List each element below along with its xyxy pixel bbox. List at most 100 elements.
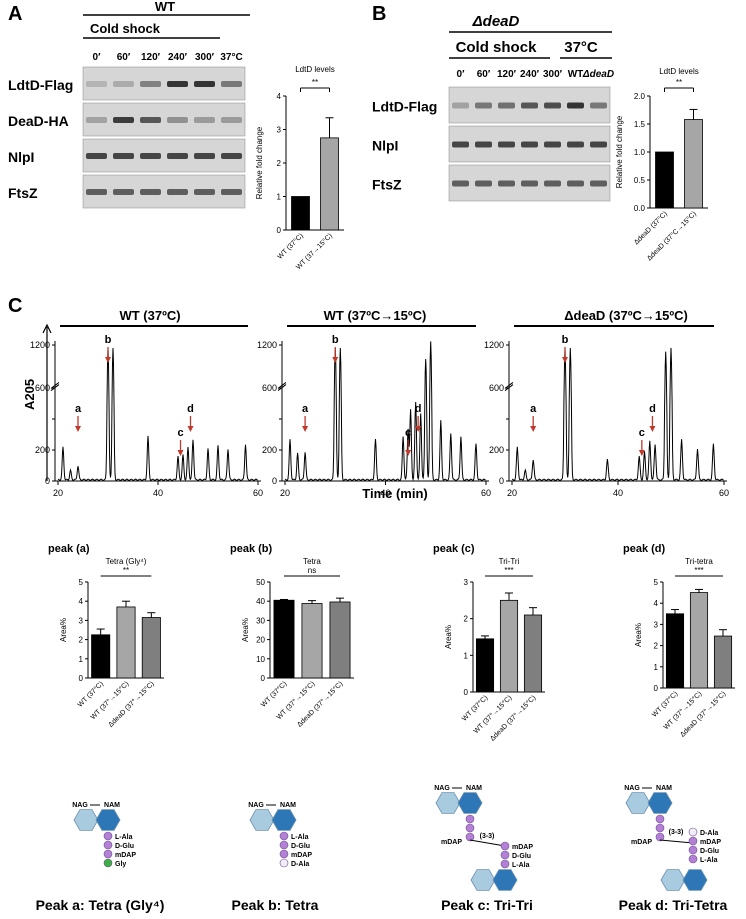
- y-tick-label: 1200: [30, 340, 50, 350]
- significance-label: **: [123, 566, 129, 575]
- nag-label: NAG: [72, 802, 88, 809]
- y-tick-label: 0: [464, 688, 469, 697]
- y-tick-label: 1200: [257, 340, 277, 350]
- peak-arrow-head: [75, 426, 81, 432]
- x-tick-label: 40: [153, 488, 163, 498]
- amino-acid-label: D-Glu: [115, 843, 134, 850]
- nag-sugar: [249, 809, 275, 831]
- bar: [273, 599, 295, 679]
- axis-break: [504, 382, 514, 391]
- lane-label: 60′: [117, 52, 131, 63]
- nag-label: NAG: [248, 802, 264, 809]
- chromatogram-trace: [284, 341, 486, 482]
- bar: [689, 592, 709, 689]
- nag-sugar: [660, 869, 686, 891]
- lane-label: 300′: [195, 52, 215, 63]
- blot-band: [86, 117, 107, 123]
- x-tick-label: 60: [481, 488, 491, 498]
- axis-break: [277, 382, 287, 391]
- chart-title: Tri-Tri: [499, 557, 520, 566]
- peak-label: d: [187, 403, 194, 415]
- blot-band: [194, 153, 215, 159]
- blot-band: [544, 141, 561, 148]
- amino-acid-label: Gly: [115, 861, 126, 868]
- nam-label: NAM: [466, 785, 482, 792]
- y-tick-label: 200: [35, 445, 50, 455]
- panel-b-blot-rows: LdtD-Flag NlpI FtsZ: [372, 86, 611, 202]
- x-tick-label: 40: [380, 488, 390, 498]
- blot-strip: [82, 66, 246, 101]
- caption-peak-a: Peak a: Tetra (Gly⁴): [36, 897, 165, 913]
- lane-label: 240′: [168, 52, 188, 63]
- amino-acid-label: D-Glu: [700, 848, 719, 855]
- amino-acid-bead: [279, 840, 289, 850]
- chart-header: peak (b): [230, 543, 273, 555]
- blot-band: [498, 102, 515, 109]
- peak-label: d: [415, 403, 422, 415]
- y-axis-label: Area%: [444, 625, 453, 649]
- lane-label: 0′: [457, 69, 466, 80]
- chart-ldtd-deaD: 0.0 0.5 1.0 1.5 2.0 Relative fold change LdtD …: [615, 67, 708, 262]
- blot-band: [221, 117, 242, 123]
- blot-band: [221, 189, 242, 195]
- y-tick-label: 200: [489, 445, 504, 455]
- peak-label: c: [405, 427, 411, 439]
- blot-strip: [82, 102, 246, 137]
- chart-ldtd-wt: 0 1 2 3 4 Relative fold change LdtD levels WT (…: [255, 65, 344, 271]
- blot-band: [140, 117, 161, 123]
- y-tick-label: 4: [79, 597, 84, 606]
- blot-band: [221, 81, 242, 87]
- y-tick-label: 40: [256, 597, 265, 606]
- y-tick-label: 3: [277, 126, 282, 135]
- lane-label: 240′: [520, 69, 540, 80]
- blot-band: [521, 141, 538, 148]
- category-label: WT (37°C): [276, 232, 305, 261]
- crosslink-label: (3-3): [480, 833, 495, 840]
- lane-label: ΔdeaD: [582, 69, 614, 80]
- amino-acid-bead: [655, 832, 665, 842]
- y-axis-label: Relative fold change: [615, 115, 624, 188]
- peak-arrow-head: [415, 426, 422, 432]
- blot-band: [567, 141, 584, 148]
- amino-acid-bead: [500, 850, 510, 860]
- amino-acid-bead: [688, 827, 698, 837]
- chart-title: LdtD levels: [659, 67, 699, 76]
- amino-acid-label: L-Ala: [115, 834, 133, 841]
- blot-band: [140, 81, 161, 87]
- panel-a-letter: A: [8, 3, 22, 25]
- bar: [116, 606, 136, 679]
- peak-arrow-head: [105, 357, 111, 363]
- blot-band: [590, 102, 607, 109]
- blot-band: [221, 153, 242, 159]
- y-tick-label: 20: [256, 636, 265, 645]
- y-tick-label: 30: [256, 616, 265, 625]
- trace-title: WT (37ºC): [119, 308, 180, 323]
- y-tick-label: 5: [654, 578, 659, 587]
- chart-title: Tetra (Gly⁴): [106, 557, 147, 566]
- amino-acid-bead: [688, 854, 698, 864]
- bar: [141, 617, 161, 679]
- lane-label: WT: [568, 69, 584, 80]
- chart-title: Tetra: [303, 557, 321, 566]
- bar: [523, 614, 543, 693]
- blot-band: [567, 180, 584, 187]
- peak-label: b: [105, 334, 112, 346]
- panel-a-lane-labels: 0′ 60′ 120′ 240′ 300′ 37°C: [93, 52, 243, 63]
- blot-band: [544, 102, 561, 109]
- row-label: FtsZ: [372, 177, 402, 193]
- blot-band: [498, 141, 515, 148]
- y-tick-label: 0.5: [634, 176, 646, 185]
- blot-band: [475, 141, 492, 148]
- chrom-y-label: A205: [22, 379, 37, 410]
- y-tick-label: 4: [277, 92, 282, 101]
- y-tick-label: 2: [654, 642, 659, 651]
- bar: [91, 634, 111, 679]
- blot-band: [452, 102, 469, 109]
- significance-label: ***: [504, 566, 513, 575]
- y-tick-label: 2: [464, 615, 469, 624]
- x-tick-label: 20: [507, 488, 517, 498]
- x-tick-label: 60: [253, 488, 263, 498]
- y-tick-label: 0: [277, 226, 282, 235]
- blot-band: [475, 102, 492, 109]
